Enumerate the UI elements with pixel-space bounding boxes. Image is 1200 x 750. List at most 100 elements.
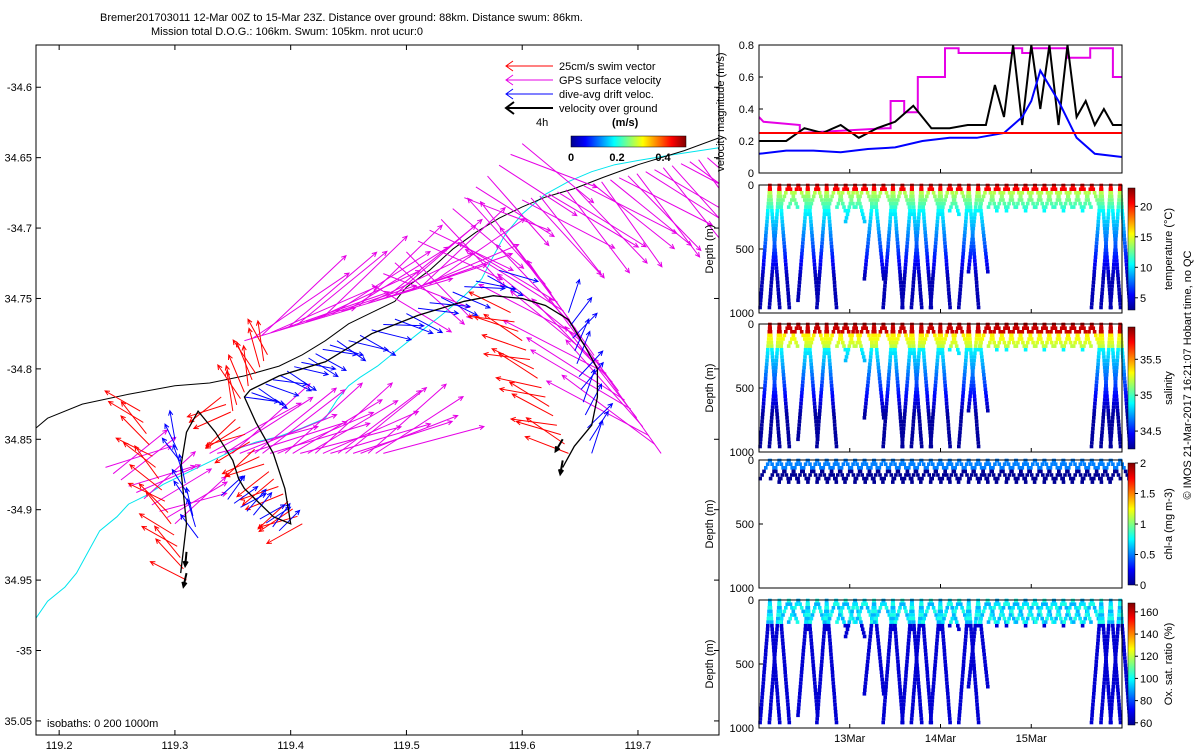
section-point: [960, 674, 965, 678]
section-point: [1012, 326, 1017, 330]
section-point: [1038, 333, 1042, 338]
section-point: [855, 191, 859, 195]
section-point: [777, 298, 781, 303]
section-point: [774, 219, 779, 224]
section-point: [1021, 616, 1025, 621]
section-point: [1097, 208, 1101, 213]
section-point: [1005, 322, 1009, 327]
section-point: [959, 277, 963, 281]
section-point: [929, 298, 933, 303]
section-point: [837, 191, 841, 195]
section-point: [962, 373, 967, 377]
25cms-vector-arrow: [232, 339, 257, 374]
section-point: [953, 609, 957, 614]
section-point: [832, 284, 837, 288]
section-point: [1007, 191, 1012, 195]
section-point: [1118, 602, 1123, 606]
section-point: [765, 212, 770, 217]
section-point: [963, 198, 967, 202]
section-point: [896, 670, 901, 675]
section-point: [907, 627, 912, 632]
section-point: [1114, 652, 1118, 657]
section-point: [1091, 423, 1095, 427]
section-point: [774, 223, 778, 227]
section-point: [1115, 362, 1119, 366]
section-point: [769, 333, 773, 338]
section-point: [872, 480, 876, 484]
section-point: [905, 241, 910, 245]
section-points: [758, 322, 1132, 449]
section-point: [1063, 340, 1068, 345]
section-point: [920, 198, 925, 202]
section-point: [943, 241, 947, 245]
section-point: [927, 699, 932, 703]
diveavg-vector-arrow: [308, 357, 339, 378]
section-point: [798, 269, 803, 274]
section-point: [773, 230, 778, 234]
section-point: [1085, 333, 1090, 338]
section-point: [1107, 699, 1112, 703]
section-point: [810, 198, 815, 202]
section-point: [1012, 187, 1017, 191]
section-point: [884, 684, 888, 689]
section-point: [1012, 616, 1016, 621]
section-point: [796, 476, 800, 481]
section-point: [1036, 198, 1041, 202]
section-point: [976, 623, 981, 628]
section-point: [960, 266, 964, 270]
section-point: [858, 616, 862, 621]
section-point: [791, 469, 796, 474]
section-point: [1063, 602, 1067, 606]
25cms-vector-arrow: [107, 400, 144, 423]
section-point: [925, 466, 929, 470]
section-point: [833, 433, 838, 438]
section-point: [906, 369, 910, 373]
section-point: [959, 273, 964, 277]
section-point: [840, 191, 845, 195]
section-point: [864, 394, 869, 399]
section-point: [1050, 187, 1055, 191]
section-point: [883, 423, 887, 427]
section-ytick-label: 500: [736, 383, 754, 395]
section-point: [1050, 326, 1055, 330]
section-point: [1092, 476, 1096, 481]
section-point: [887, 234, 891, 238]
section-point: [1045, 340, 1049, 345]
section-point: [767, 302, 772, 306]
section-point: [984, 187, 988, 191]
section-point: [1116, 347, 1120, 352]
gps-vector-arrow: [530, 197, 602, 276]
section-point: [976, 347, 981, 352]
section-point: [913, 670, 918, 675]
section-point: [868, 337, 873, 341]
map-colorbar: [570, 135, 687, 148]
section-point: [1118, 298, 1122, 303]
section-point: [985, 405, 990, 409]
section-point: [975, 333, 979, 338]
section-point: [770, 355, 775, 359]
section-point: [876, 634, 880, 639]
section-point: [885, 255, 889, 260]
25cms-vector-arrow: [214, 441, 251, 464]
section-point: [860, 627, 865, 632]
section-point: [906, 645, 910, 649]
section-point: [930, 284, 935, 288]
section-point: [883, 419, 887, 424]
section-point: [762, 259, 766, 263]
section-point: [1014, 183, 1019, 188]
section-point: [932, 473, 936, 477]
section-point: [920, 194, 925, 199]
section-point: [974, 201, 978, 206]
section-point: [957, 444, 961, 449]
section-point: [1041, 602, 1045, 606]
section-point: [761, 681, 766, 685]
25cms-vector-arrow: [241, 344, 249, 387]
map-axes-box: [35, 44, 720, 736]
watermark: © IMOS 21-Mar-2017 16:21:07 Hobart time,…: [1182, 250, 1194, 499]
section-point: [1041, 473, 1045, 477]
25cms-vector-arrow: [511, 393, 554, 417]
section-point: [1106, 416, 1111, 420]
section-point: [977, 480, 981, 484]
section-point: [921, 205, 925, 209]
section-point: [947, 298, 952, 303]
